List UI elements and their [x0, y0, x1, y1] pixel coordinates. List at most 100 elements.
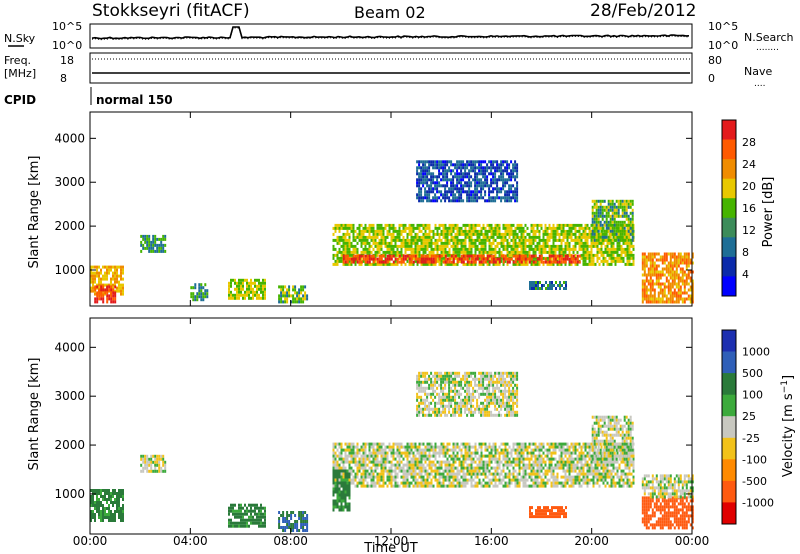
- heatmap-cell: [488, 187, 491, 191]
- heatmap-cell: [384, 260, 387, 264]
- heatmap-cell: [482, 226, 485, 230]
- heatmap-cell: [526, 226, 529, 230]
- heatmap-cell: [615, 214, 618, 218]
- heatmap-cell: [562, 226, 565, 230]
- heatmap-cell: [534, 244, 537, 248]
- heatmap-cell: [591, 220, 594, 224]
- heatmap-cell: [657, 282, 660, 286]
- heatmap-cell: [621, 199, 624, 203]
- heatmap-cell: [354, 478, 357, 482]
- heatmap-cell: [669, 267, 672, 271]
- heatmap-cell: [110, 288, 113, 292]
- heatmap-cell: [364, 238, 367, 242]
- heatmap-cell: [102, 513, 104, 516]
- heatmap-cell: [450, 466, 453, 470]
- heatmap-cell: [500, 166, 503, 170]
- heatmap-cell: [120, 268, 122, 272]
- heatmap-cell: [356, 484, 359, 488]
- heatmap-cell: [500, 187, 503, 191]
- heatmap-cell: [416, 178, 419, 182]
- heatmap-cell: [556, 244, 559, 248]
- heatmap-cell: [260, 524, 262, 528]
- heatmap-cell: [364, 451, 367, 455]
- heatmap-cell: [350, 241, 353, 245]
- heatmap-cell: [282, 300, 285, 304]
- heatmap-cell: [677, 273, 680, 277]
- heatmap-cell: [394, 226, 397, 230]
- heatmap-cell: [605, 211, 608, 215]
- heatmap-cell: [456, 181, 459, 185]
- heatmap-cell: [112, 501, 114, 504]
- heatmap-cell: [641, 255, 644, 259]
- heatmap-cell: [342, 238, 345, 242]
- heatmap-cell: [450, 484, 453, 488]
- heatmap-cell: [396, 262, 399, 266]
- heatmap-cell: [410, 466, 413, 470]
- heatmap-cell: [382, 481, 385, 485]
- heatmap-cell: [282, 514, 285, 517]
- heatmap-cell: [438, 169, 441, 173]
- heatmap-cell: [468, 238, 471, 242]
- heatmap-cell: [542, 256, 545, 260]
- heatmap-cell: [560, 254, 563, 258]
- heatmap-cell: [494, 229, 497, 233]
- heatmap-cell: [510, 190, 513, 194]
- heatmap-cell: [152, 237, 155, 241]
- heatmap-cell: [492, 254, 495, 258]
- heatmap-cell: [98, 265, 100, 269]
- heatmap-cell: [404, 478, 407, 482]
- heatmap-cell: [364, 466, 367, 470]
- heatmap-cell: [356, 257, 359, 261]
- heatmap-cell: [624, 250, 627, 254]
- heatmap-cell: [96, 498, 98, 501]
- heatmap-cell: [262, 512, 264, 516]
- heatmap-cell: [190, 295, 193, 299]
- heatmap-cell: [344, 244, 347, 248]
- heatmap-cell: [340, 259, 343, 263]
- heatmap-cell: [378, 451, 381, 455]
- heatmap-cell: [434, 184, 437, 188]
- heatmap-cell: [104, 510, 106, 513]
- heatmap-cell: [580, 244, 583, 248]
- heatmap-cell: [406, 244, 409, 248]
- heatmap-cell: [683, 255, 686, 259]
- heatmap-cell: [564, 260, 567, 264]
- heatmap-cell: [374, 250, 377, 254]
- heatmap-cell: [534, 256, 537, 260]
- heatmap-cell: [368, 445, 371, 449]
- heatmap-cell: [627, 202, 630, 206]
- heatmap-cell: [458, 241, 461, 245]
- heatmap-cell: [340, 223, 343, 227]
- heatmap-cell: [412, 256, 415, 260]
- heatmap-cell: [434, 260, 437, 264]
- heatmap-cell: [480, 260, 483, 264]
- heatmap-cell: [358, 481, 361, 485]
- heatmap-cell: [400, 232, 403, 236]
- heatmap-cell: [653, 294, 656, 298]
- heatmap-cell: [542, 238, 545, 242]
- heatmap-cell: [238, 296, 240, 300]
- heatmap-cell: [671, 285, 674, 289]
- heatmap-cell: [502, 226, 505, 230]
- heatmap-cell: [478, 469, 481, 473]
- heatmap-cell: [384, 253, 387, 257]
- heatmap-cell: [390, 241, 393, 245]
- heatmap-cell: [586, 244, 589, 248]
- heatmap-cell: [250, 281, 252, 285]
- heatmap-cell: [288, 285, 291, 289]
- heatmap-cell: [90, 489, 92, 492]
- heatmap-cell: [452, 229, 455, 233]
- heatmap-cell: [390, 445, 393, 449]
- heatmap-cell: [482, 166, 485, 170]
- heatmap-cell: [438, 463, 441, 467]
- heatmap-cell: [629, 211, 632, 215]
- heatmap-cell: [464, 257, 467, 261]
- heatmap-cell: [260, 284, 262, 288]
- heatmap-cell: [106, 283, 108, 287]
- heatmap-cell: [490, 250, 493, 254]
- heatmap-cell: [474, 181, 477, 185]
- heatmap-cell: [584, 241, 587, 245]
- heatmap-cell: [396, 463, 399, 467]
- heatmap-cell: [609, 208, 612, 212]
- heatmap-cell: [120, 492, 122, 495]
